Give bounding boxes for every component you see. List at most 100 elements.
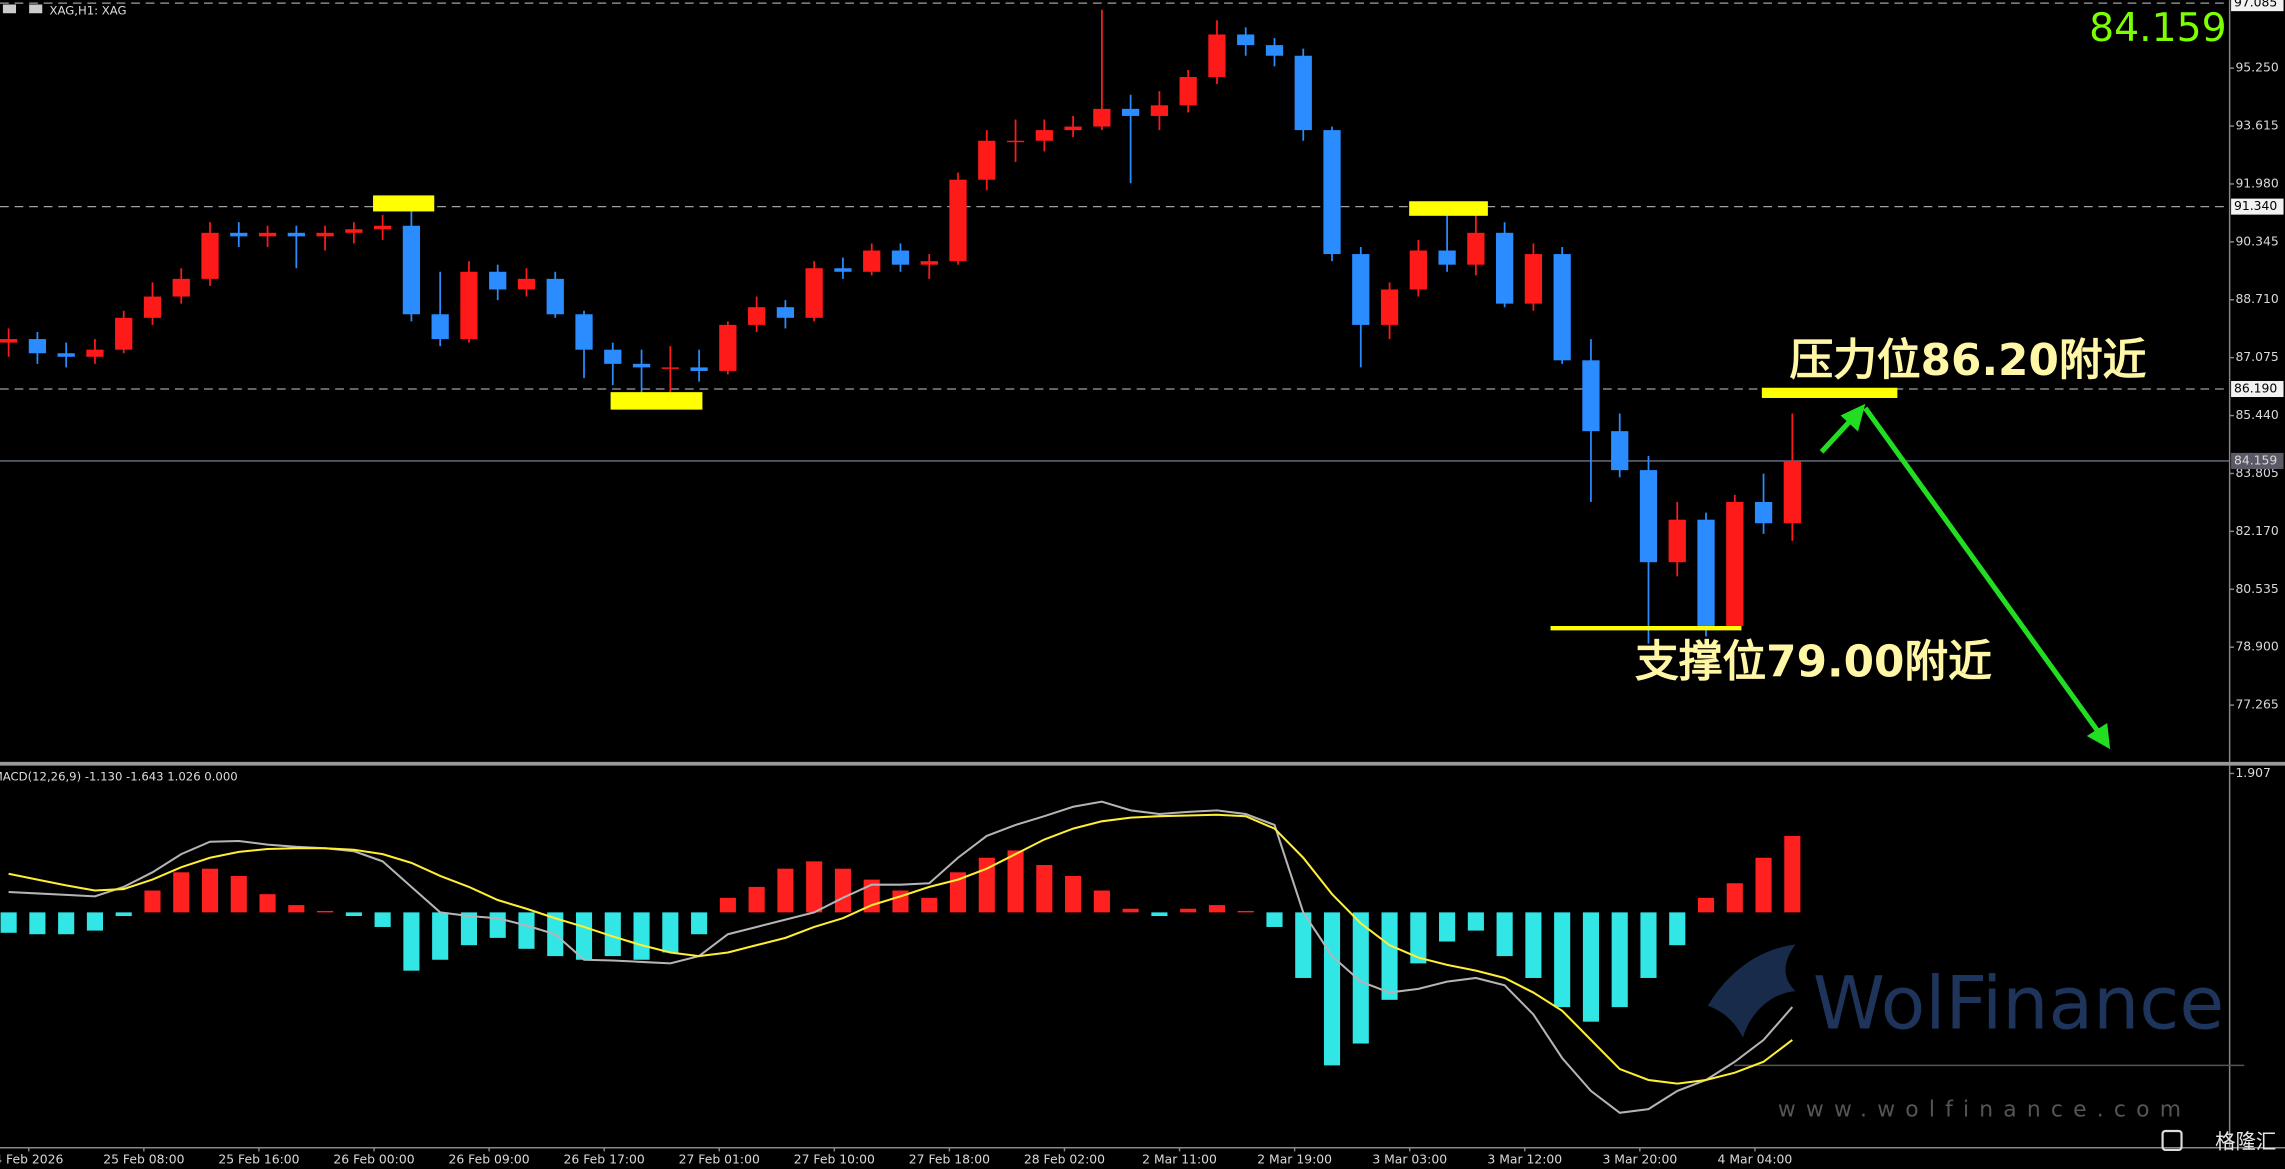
- candle-body: [949, 179, 967, 262]
- histogram-bar: [1611, 912, 1628, 1008]
- signal-line: [8, 813, 1793, 1085]
- y-tick-label: 85.440: [2235, 408, 2278, 422]
- histogram-bar: [978, 857, 995, 913]
- resistance-marker: [1761, 387, 1898, 398]
- histogram-bar: [1266, 912, 1283, 927]
- histogram-bar: [1122, 908, 1139, 913]
- histogram-bar: [1036, 865, 1053, 913]
- x-tick-label: 28 Feb 02:00: [1024, 1153, 1105, 1167]
- y-tick-label: 91.980: [2235, 176, 2278, 190]
- y-tick-label: 83.805: [2235, 466, 2278, 480]
- histogram-bar: [489, 912, 506, 938]
- x-tick-label: 25 Feb 08:00: [103, 1153, 184, 1167]
- y-tick-label: 1.907: [2235, 766, 2270, 780]
- arrow-down: [1863, 406, 2104, 738]
- candle-body: [1467, 232, 1485, 265]
- histogram-bar: [662, 912, 679, 953]
- level-box: [2231, 380, 2284, 398]
- level-label: 86.190: [2234, 382, 2277, 396]
- arrow-head: [1840, 403, 1866, 432]
- histogram-bar: [1755, 857, 1772, 913]
- histogram-bar: [1467, 912, 1484, 931]
- histogram-bar: [1007, 850, 1024, 913]
- logo-icon: [2161, 1129, 2183, 1152]
- candle-body: [1726, 501, 1744, 626]
- support-marker: [610, 392, 703, 410]
- histogram-bar: [604, 912, 621, 957]
- histogram-bar: [58, 912, 75, 935]
- candle-body: [891, 250, 910, 265]
- candle-body: [1208, 34, 1226, 77]
- watermark: WolFinance: [1813, 962, 2224, 1047]
- histogram-bar: [806, 861, 823, 913]
- histogram-bar: [575, 912, 593, 960]
- histogram-bar: [1784, 835, 1801, 913]
- histogram-bar: [345, 912, 362, 917]
- candle-body: [57, 353, 75, 357]
- histogram-bar: [834, 868, 851, 913]
- candle-body: [374, 225, 392, 230]
- annotation: 压力位86.20附近: [1790, 335, 2147, 386]
- x-tick-label: 4 Feb 2026: [0, 1153, 63, 1167]
- watermark-url: www.wolfinance.com: [1778, 1098, 2191, 1123]
- histogram-bar: [1093, 890, 1110, 913]
- histogram-bar: [1237, 910, 1254, 913]
- candle-body: [1524, 254, 1543, 304]
- candle-body: [863, 250, 881, 272]
- candle-body: [920, 261, 938, 265]
- candle-body: [1754, 501, 1773, 524]
- histogram-bar: [230, 875, 247, 913]
- histogram-bar: [29, 912, 46, 935]
- y-tick-label: 82.170: [2235, 524, 2278, 538]
- candle-body: [1380, 289, 1399, 325]
- symbol-icon: [29, 4, 43, 14]
- x-tick-label: 27 Feb 18:00: [909, 1153, 990, 1167]
- arrow-head: [2086, 722, 2111, 750]
- y-tick-label: 90.345: [2235, 234, 2278, 248]
- candle-body: [604, 349, 622, 364]
- candle-body: [1006, 140, 1025, 143]
- histogram-bar: [1352, 912, 1369, 1044]
- candle-body: [1409, 250, 1427, 290]
- histogram-bar: [288, 905, 305, 913]
- candle-body: [402, 225, 421, 315]
- candle-body: [1783, 460, 1801, 524]
- histogram-bar: [1180, 908, 1197, 913]
- x-tick-label: 3 Mar 12:00: [1487, 1153, 1562, 1167]
- candle-body: [316, 232, 334, 237]
- resistance-marker: [1409, 201, 1488, 216]
- x-tick-label: 3 Mar 20:00: [1602, 1153, 1677, 1167]
- histogram-bar: [1381, 912, 1398, 1000]
- histogram-bar: [201, 868, 219, 913]
- candle-body: [1035, 130, 1053, 141]
- candle-body: [1150, 105, 1169, 116]
- histogram-bar: [1726, 883, 1743, 913]
- x-tick-label: 4 Mar 04:00: [1718, 1153, 1793, 1167]
- y-tick-label: 93.615: [2235, 119, 2278, 133]
- histogram-bar: [1151, 912, 1168, 917]
- candle-body: [546, 278, 564, 315]
- histogram-bar: [86, 912, 103, 931]
- x-tick-label: 26 Feb 00:00: [333, 1153, 414, 1167]
- histogram-bar: [691, 912, 708, 935]
- annotation: 支撑位79.00附近: [1635, 637, 1992, 688]
- candle-body: [1496, 232, 1514, 304]
- x-tick-label: 2 Mar 11:00: [1142, 1153, 1217, 1167]
- x-tick-label: 26 Feb 09:00: [448, 1153, 529, 1167]
- histogram-bar: [1669, 912, 1686, 946]
- level-box: [2231, 0, 2284, 12]
- histogram-bar: [1496, 912, 1513, 957]
- histogram-bar: [1295, 912, 1312, 978]
- histogram-bar: [144, 890, 161, 913]
- candle-body: [172, 278, 190, 297]
- histogram-bar: [1554, 912, 1571, 1008]
- candle-body: [1668, 519, 1686, 563]
- candle-body: [287, 232, 305, 237]
- candle-body: [431, 314, 449, 340]
- histogram-bar: [1410, 912, 1427, 964]
